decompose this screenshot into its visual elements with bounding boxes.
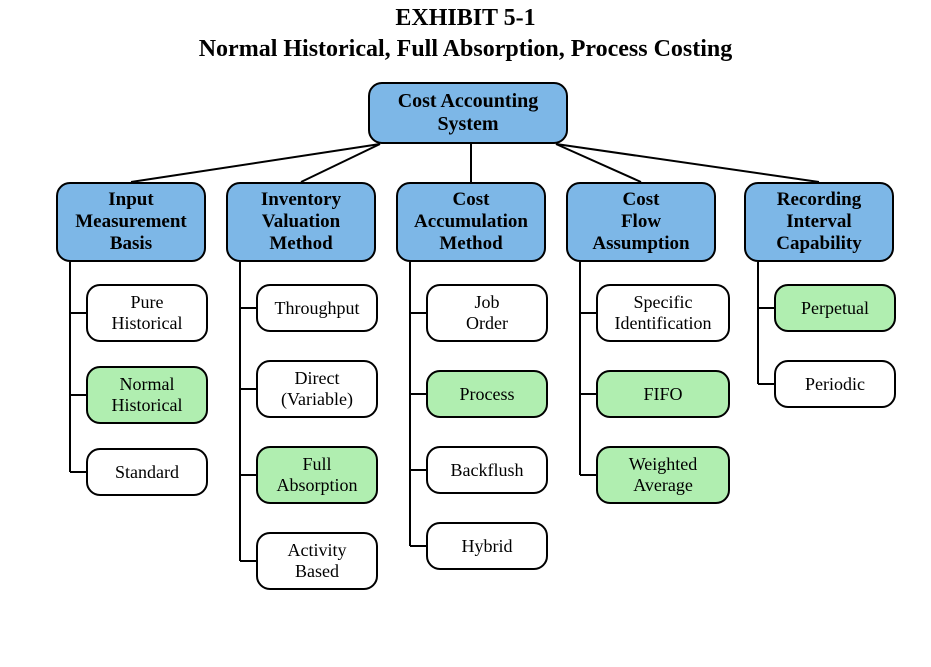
leaf-1-3: ActivityBased xyxy=(256,532,378,590)
leaf-2-1: Process xyxy=(426,370,548,418)
leaf-1-2: FullAbsorption xyxy=(256,446,378,504)
leaf-0-2: Standard xyxy=(86,448,208,496)
leaf-1-0: Throughput xyxy=(256,284,378,332)
category-2: CostAccumulationMethod xyxy=(396,182,546,262)
leaf-1-1: Direct(Variable) xyxy=(256,360,378,418)
leaf-3-2: WeightedAverage xyxy=(596,446,730,504)
leaf-0-1: NormalHistorical xyxy=(86,366,208,424)
category-3: CostFlowAssumption xyxy=(566,182,716,262)
leaf-2-3: Hybrid xyxy=(426,522,548,570)
leaf-3-1: FIFO xyxy=(596,370,730,418)
leaf-2-2: Backflush xyxy=(426,446,548,494)
leaf-2-0: JobOrder xyxy=(426,284,548,342)
leaf-0-0: PureHistorical xyxy=(86,284,208,342)
leaf-4-0: Perpetual xyxy=(774,284,896,332)
category-1: InventoryValuationMethod xyxy=(226,182,376,262)
leaf-3-0: SpecificIdentification xyxy=(596,284,730,342)
category-0: InputMeasurementBasis xyxy=(56,182,206,262)
category-4: RecordingIntervalCapability xyxy=(744,182,894,262)
root-node: Cost AccountingSystem xyxy=(368,82,568,144)
leaf-4-1: Periodic xyxy=(774,360,896,408)
